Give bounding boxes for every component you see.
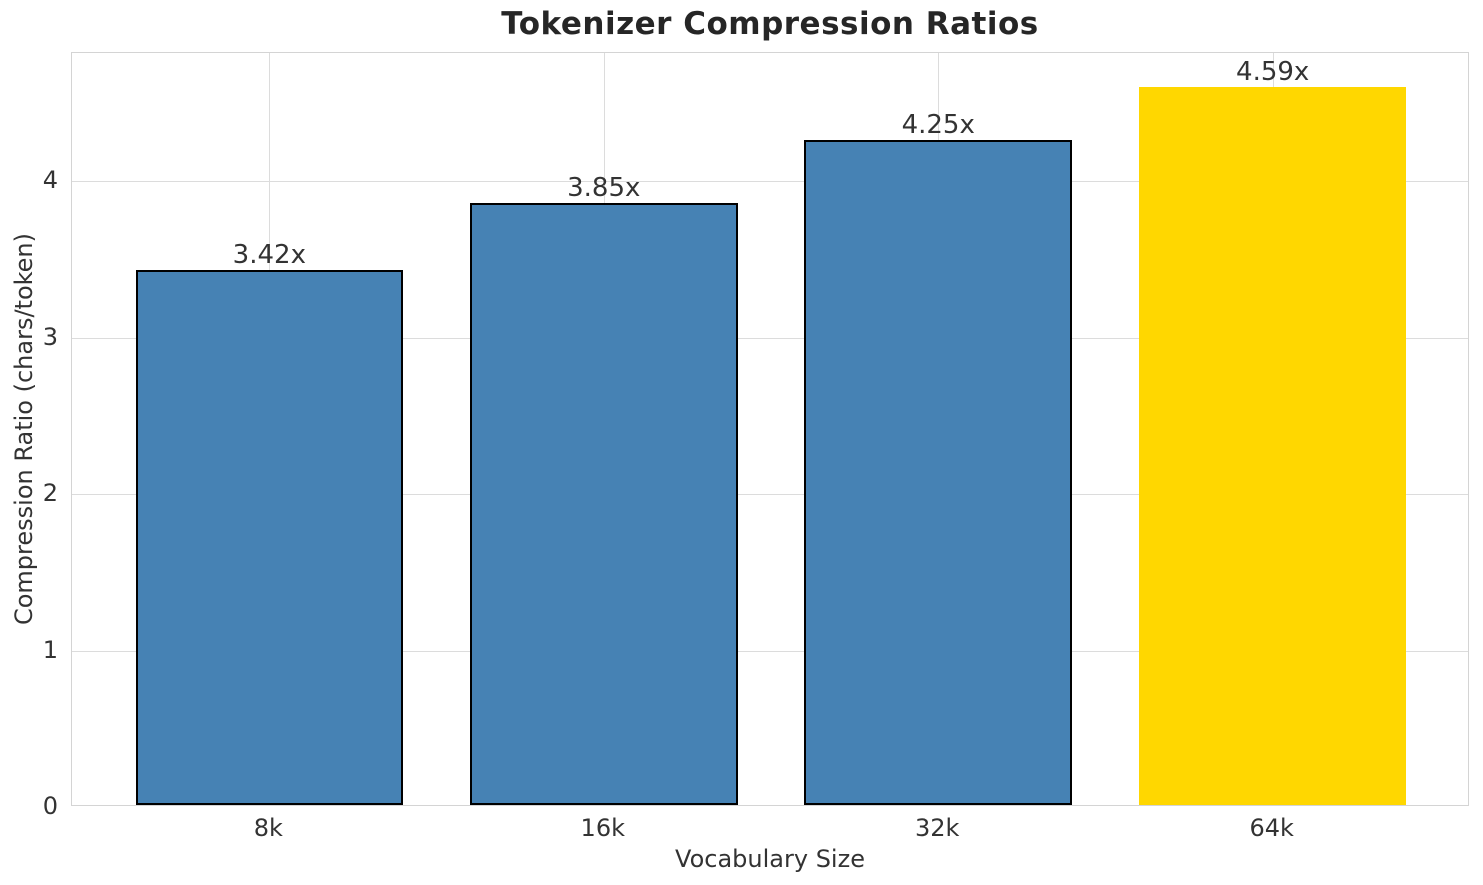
x-tick-label: 16k [580, 814, 625, 842]
bar-8k [135, 270, 404, 805]
gridline-horizontal [72, 337, 1468, 339]
x-tick-label: 32k [915, 814, 960, 842]
bar-32k [804, 140, 1072, 805]
plot-area: 3.42x 3.85x 4.25x 4.59x [71, 52, 1469, 806]
gridline-horizontal [72, 181, 1468, 183]
y-tick-label: 3 [42, 322, 58, 351]
bar-value-label: 4.59x [1236, 56, 1310, 87]
chart-title: Tokenizer Compression Ratios [501, 6, 1039, 42]
gridline-horizontal [72, 650, 1468, 652]
gridline-horizontal [72, 494, 1468, 496]
bar-64k [1138, 86, 1407, 805]
x-axis-tick-labels: 8k 16k 32k 64k [71, 813, 1469, 843]
y-tick-label: 1 [42, 635, 58, 664]
x-tick-label: 64k [1249, 814, 1294, 842]
y-tick-label: 4 [42, 166, 58, 195]
bar-value-label: 4.25x [901, 110, 975, 141]
y-tick-label: 0 [42, 792, 58, 820]
bar-16k [469, 202, 738, 805]
y-tick-label: 2 [42, 479, 58, 508]
x-tick-label: 8k [253, 814, 283, 842]
bar-value-label: 3.42x [232, 240, 306, 270]
bar-value-label: 3.85x [567, 172, 641, 203]
y-axis-tick-labels: 0 1 2 3 4 [0, 52, 58, 820]
x-axis-label: Vocabulary Size [675, 845, 865, 873]
